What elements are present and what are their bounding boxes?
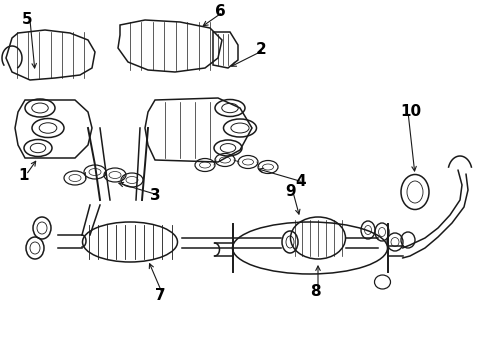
Text: 4: 4 [295, 175, 306, 189]
Text: 6: 6 [215, 4, 226, 19]
Text: 9: 9 [285, 184, 295, 199]
Text: 8: 8 [310, 284, 320, 300]
Text: 1: 1 [18, 167, 28, 183]
Text: 7: 7 [155, 288, 166, 302]
Text: 3: 3 [150, 188, 161, 202]
Text: 5: 5 [22, 13, 33, 27]
Text: 10: 10 [400, 104, 421, 120]
Text: 2: 2 [256, 42, 267, 58]
